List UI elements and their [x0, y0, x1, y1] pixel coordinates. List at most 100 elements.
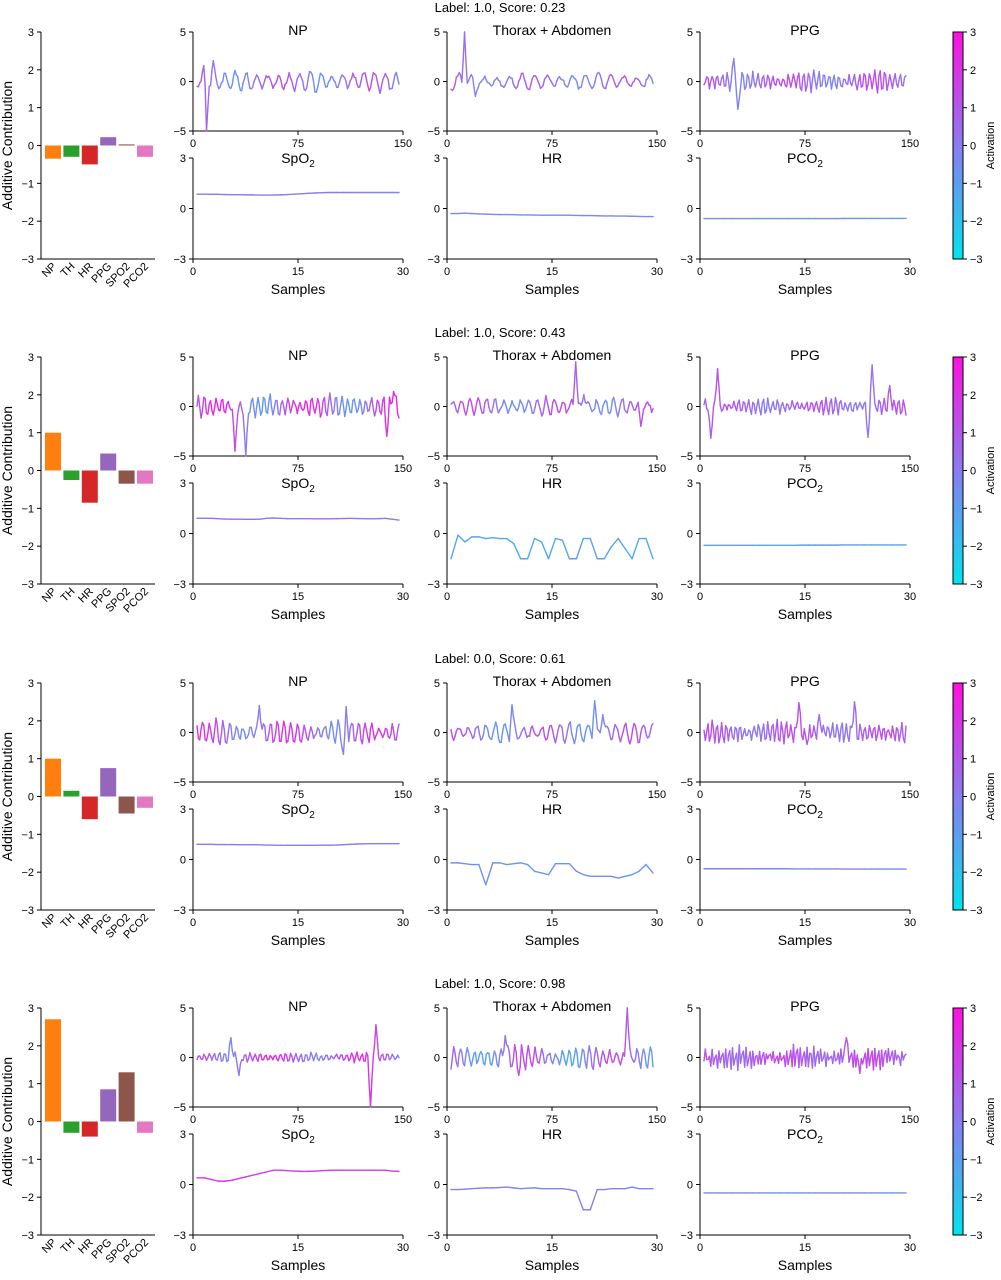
series-line-thorax — [566, 723, 570, 731]
series-line-thorax — [542, 726, 546, 737]
series-line-np — [341, 1054, 345, 1061]
series-line-thorax — [495, 398, 498, 409]
panel-title-thorax: Thorax + Abdomen — [493, 998, 612, 1014]
series-line-np — [238, 1063, 242, 1077]
series-line-np — [396, 723, 400, 731]
series-line-ppg — [851, 79, 854, 87]
series-line-thorax — [606, 401, 609, 414]
series-line-np — [283, 1053, 286, 1062]
series-line-thorax — [541, 1047, 544, 1055]
series-line-ppg — [868, 1055, 872, 1067]
series-line-thorax — [580, 1048, 584, 1060]
series-line-ppg — [882, 71, 886, 89]
series-line-thorax — [511, 704, 515, 717]
series-line-np — [318, 728, 322, 738]
hr-xtick-label: 30 — [651, 917, 663, 929]
series-line-thorax — [520, 1044, 524, 1055]
series-line-ppg — [842, 1044, 846, 1056]
series-line-thorax — [454, 730, 458, 738]
series-line-ppg — [832, 409, 835, 415]
series-line-np — [310, 726, 313, 733]
series-line-thorax — [599, 724, 603, 734]
series-line-ppg — [886, 392, 890, 412]
series-line-np — [312, 1055, 316, 1062]
series-line-thorax — [569, 721, 573, 735]
series-line-ppg — [879, 70, 883, 90]
series-line-thorax — [470, 1058, 474, 1067]
ppg-xtick-label: 150 — [901, 789, 919, 801]
series-line-ppg — [880, 728, 884, 740]
series-line-np — [215, 77, 219, 85]
series-line-np — [213, 67, 217, 79]
panel-title-main: PCO — [787, 1126, 817, 1142]
series-line-np — [246, 412, 250, 431]
series-line-ppg — [769, 405, 773, 413]
series-line-np — [364, 72, 368, 81]
series-line-ppg — [868, 73, 872, 80]
ppg-xtick-label: 75 — [799, 463, 811, 475]
series-line-hr — [631, 870, 640, 876]
series-line-thorax — [610, 399, 614, 412]
series-line-np — [292, 1056, 296, 1063]
series-line-np — [224, 1053, 228, 1063]
series-line-ppg — [737, 727, 740, 743]
series-line-thorax — [450, 728, 454, 738]
np-xtick-label: 75 — [292, 789, 304, 801]
series-line-ppg — [874, 402, 877, 410]
series-line-np — [318, 402, 322, 418]
series-line-np — [326, 81, 330, 88]
series-line-np — [200, 410, 204, 419]
series-line-thorax — [630, 728, 634, 740]
series-line-thorax — [596, 1052, 600, 1064]
series-line-thorax — [565, 729, 569, 739]
series-line-hr — [568, 863, 578, 872]
series-line-np — [246, 72, 250, 82]
series-line-hr — [589, 537, 598, 560]
series-line-np — [260, 1053, 263, 1061]
series-line-thorax — [619, 399, 623, 406]
series-line-np — [371, 1056, 374, 1081]
series-line-thorax — [637, 401, 641, 414]
series-line-np — [257, 76, 261, 82]
hr-xtick-label: 15 — [546, 1242, 558, 1254]
series-line-hr — [575, 870, 585, 876]
series-line-thorax — [604, 83, 608, 90]
series-line-hr — [526, 537, 536, 560]
pco2-ytick-label: 3 — [687, 153, 693, 165]
spo2-ytick-label: 3 — [180, 153, 186, 165]
series-line-thorax — [524, 81, 528, 89]
series-line-np — [346, 398, 350, 406]
series-line-thorax — [595, 1046, 599, 1055]
bar-category-label: TH — [59, 912, 78, 931]
series-line-np — [234, 69, 238, 76]
series-line-np — [231, 75, 235, 86]
series-line-ppg — [865, 83, 869, 91]
series-line-ppg — [852, 403, 856, 412]
series-line-ppg — [807, 72, 811, 79]
panel-title-main: PCO — [787, 475, 817, 491]
series-line-thorax — [557, 724, 561, 731]
series-line-ppg — [861, 729, 865, 741]
series-line-np — [227, 400, 231, 408]
colorbar-tick-label: 0 — [970, 792, 976, 804]
series-line-hr — [631, 537, 640, 560]
colorbar-tick-label: 0 — [970, 466, 976, 478]
series-line-ppg — [780, 78, 784, 87]
series-line-thorax — [576, 81, 580, 90]
series-line-ppg — [898, 732, 902, 742]
series-line-np — [268, 723, 271, 735]
series-line-thorax — [481, 733, 485, 740]
series-line-thorax — [457, 405, 460, 414]
series-line-ppg — [893, 399, 896, 407]
series-line-np — [254, 1053, 258, 1060]
series-line-np — [234, 725, 238, 735]
bar-np — [45, 758, 61, 797]
x-axis-label: Samples — [271, 606, 325, 622]
series-line-ppg — [864, 75, 868, 91]
series-line-np — [208, 722, 212, 731]
series-line-thorax — [518, 1066, 521, 1077]
series-line-ppg — [841, 722, 845, 743]
series-line-ppg — [847, 404, 850, 412]
colorbar-tick-label: −3 — [970, 905, 983, 917]
